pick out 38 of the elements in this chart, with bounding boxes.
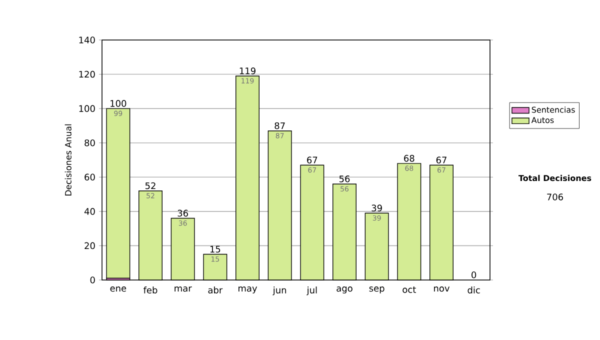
total-label: 36 xyxy=(178,210,188,217)
y-tick-label: 40 xyxy=(84,208,95,215)
y-tick-label: 20 xyxy=(84,242,95,250)
total-label: 100 xyxy=(110,100,126,107)
total-label: 67 xyxy=(307,156,318,164)
legend-label: Autos xyxy=(531,117,554,124)
y-tick-label: 80 xyxy=(84,139,95,146)
bar xyxy=(106,108,130,279)
x-tick-label: ago xyxy=(336,286,352,294)
total-label: 119 xyxy=(240,67,256,74)
x-tick-label: dic xyxy=(468,286,480,294)
text: 706 xyxy=(547,194,564,200)
x-tick-label: sep xyxy=(369,286,384,294)
total-label: 67 xyxy=(436,156,446,164)
y-tick-label: 0 xyxy=(90,276,95,284)
y-tick-label: 120 xyxy=(79,70,95,78)
x-tick-label: nov xyxy=(434,286,450,292)
y-tick-label: 100 xyxy=(79,105,95,112)
total-label: 52 xyxy=(145,182,156,190)
x-tick-label: mar xyxy=(174,286,192,292)
y-tick-label: 140 xyxy=(79,36,95,44)
x-tick-label: may xyxy=(238,286,258,294)
x-tick-label: feb xyxy=(144,286,158,294)
legend-label: Sentencias xyxy=(532,106,575,113)
x-tick-label: ene xyxy=(110,286,126,292)
total-label: 56 xyxy=(339,175,350,182)
x-tick-label: abr xyxy=(208,286,223,294)
text: Total Decisiones xyxy=(518,174,592,182)
total-label: 87 xyxy=(274,122,285,130)
total-label: 68 xyxy=(404,154,414,162)
total-label: 0 xyxy=(472,271,476,278)
total-label: 39 xyxy=(372,204,382,212)
y-axis-title: Decisiones Anual xyxy=(64,124,72,196)
total-label: 15 xyxy=(210,246,220,253)
y-tick-label: 60 xyxy=(84,174,95,181)
x-tick-label: jul xyxy=(306,286,317,296)
x-tick-label: jun xyxy=(272,286,286,296)
x-tick-label: oct xyxy=(402,286,416,293)
